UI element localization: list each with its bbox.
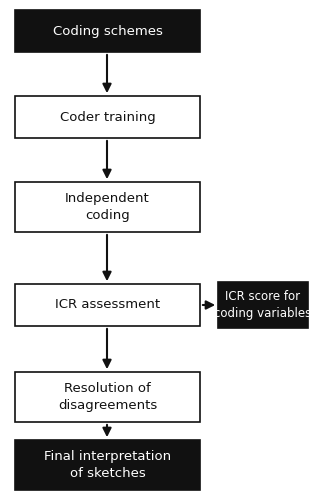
Bar xyxy=(15,284,200,326)
Text: Coder training: Coder training xyxy=(60,110,155,124)
Text: Resolution of
disagreements: Resolution of disagreements xyxy=(58,382,157,412)
Text: Coding schemes: Coding schemes xyxy=(53,24,162,38)
Text: Independent
coding: Independent coding xyxy=(65,192,150,222)
Bar xyxy=(15,96,200,138)
Bar xyxy=(15,10,200,52)
Bar xyxy=(15,182,200,232)
Text: ICR assessment: ICR assessment xyxy=(55,298,160,312)
Bar xyxy=(15,440,200,490)
Bar xyxy=(218,282,308,328)
Text: ICR score for
coding variables: ICR score for coding variables xyxy=(214,290,312,320)
Text: Final interpretation
of sketches: Final interpretation of sketches xyxy=(44,450,171,480)
Bar xyxy=(15,372,200,422)
